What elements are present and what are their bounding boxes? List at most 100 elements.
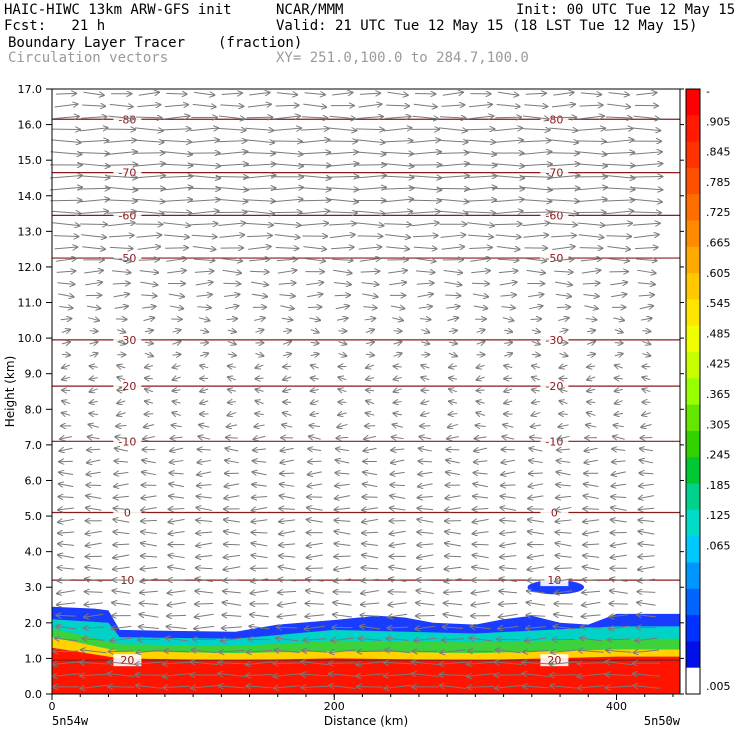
colorbar-label: .845 bbox=[706, 146, 731, 159]
wind-vector bbox=[278, 615, 297, 617]
wind-vector bbox=[381, 176, 414, 178]
wind-vector bbox=[464, 152, 496, 155]
wind-vector bbox=[385, 685, 411, 688]
wind-vector bbox=[113, 519, 130, 522]
wind-vector bbox=[366, 413, 375, 415]
wind-vector bbox=[144, 330, 153, 332]
wind-vector bbox=[84, 603, 103, 605]
wind-vector bbox=[387, 638, 409, 640]
wind-vector bbox=[225, 448, 239, 451]
wind-vector bbox=[188, 164, 220, 166]
wind-vector bbox=[448, 424, 459, 427]
wind-vector bbox=[412, 674, 439, 677]
wind-vector bbox=[309, 436, 321, 439]
wind-vector bbox=[140, 603, 159, 604]
wind-vector bbox=[392, 318, 403, 321]
wind-vector bbox=[167, 627, 187, 629]
wind-vector bbox=[192, 104, 216, 106]
wind-vector bbox=[57, 283, 75, 285]
wind-vector bbox=[362, 568, 379, 569]
wind-vector bbox=[438, 211, 467, 213]
wind-vector bbox=[172, 354, 181, 355]
wind-vector bbox=[365, 342, 374, 344]
wind-vector bbox=[247, 104, 271, 107]
wind-vector bbox=[168, 567, 185, 570]
wind-vector bbox=[504, 378, 513, 379]
wind-vector bbox=[637, 283, 655, 285]
wind-vector bbox=[245, 128, 274, 130]
wind-vector bbox=[532, 390, 540, 391]
wind-vector bbox=[523, 686, 549, 688]
wind-vector bbox=[634, 650, 660, 653]
wind-vector bbox=[283, 366, 292, 367]
wind-vector bbox=[366, 401, 375, 404]
wind-vector bbox=[164, 235, 189, 237]
wind-vector bbox=[359, 258, 380, 261]
wind-vector bbox=[170, 473, 184, 474]
wind-vector bbox=[307, 508, 323, 511]
wind-vector bbox=[57, 603, 76, 605]
wind-vector bbox=[282, 341, 291, 344]
wind-vector bbox=[394, 366, 402, 367]
wind-vector bbox=[586, 341, 595, 344]
wind-vector bbox=[364, 318, 376, 320]
wind-vector bbox=[584, 484, 599, 486]
wind-vector bbox=[555, 520, 572, 522]
colorbar-cell bbox=[686, 115, 700, 143]
wind-vector bbox=[603, 200, 634, 201]
wind-vector bbox=[108, 116, 134, 119]
wind-vector bbox=[196, 507, 213, 510]
wind-vector bbox=[394, 377, 402, 379]
wind-vector bbox=[472, 555, 489, 558]
x-axis-label: Distance (km) bbox=[324, 714, 408, 728]
wind-vector bbox=[393, 413, 403, 415]
wind-vector bbox=[255, 378, 264, 379]
wind-vector bbox=[557, 318, 569, 321]
wind-vector bbox=[417, 532, 434, 534]
plot-frame bbox=[51, 88, 681, 695]
wind-vector bbox=[443, 271, 463, 273]
wind-vector bbox=[465, 140, 495, 142]
wind-vector bbox=[200, 353, 208, 356]
wind-vector bbox=[523, 651, 549, 652]
y-tick-label: 12.0 bbox=[18, 261, 43, 274]
wind-vector bbox=[87, 449, 101, 450]
wind-vector bbox=[492, 175, 524, 178]
wind-vector bbox=[499, 614, 518, 617]
contour-label: 20 bbox=[547, 654, 561, 667]
wind-vector bbox=[632, 223, 660, 225]
wind-vector bbox=[504, 330, 512, 332]
wind-vector bbox=[308, 461, 322, 462]
wind-vector bbox=[358, 247, 382, 249]
wind-vector bbox=[189, 211, 219, 214]
wind-vector bbox=[50, 152, 81, 155]
wind-vector bbox=[52, 662, 80, 665]
wind-vector bbox=[552, 246, 575, 249]
wind-vector bbox=[587, 377, 596, 380]
wind-vector bbox=[630, 188, 662, 190]
wind-vector bbox=[606, 686, 632, 688]
wind-vector bbox=[361, 579, 379, 581]
wind-vector bbox=[389, 282, 406, 285]
wind-vector bbox=[215, 164, 248, 166]
wind-vector bbox=[162, 212, 191, 213]
colorbar-cell bbox=[686, 352, 700, 379]
wind-vector bbox=[254, 425, 265, 427]
wind-vector bbox=[469, 104, 492, 106]
wind-vector bbox=[302, 651, 328, 653]
wind-vector bbox=[500, 520, 517, 521]
wind-vector bbox=[416, 603, 435, 605]
wind-vector bbox=[365, 330, 374, 333]
wind-vector bbox=[171, 425, 182, 427]
field-units: (fraction) bbox=[218, 35, 303, 51]
wind-vector bbox=[614, 330, 623, 333]
wind-vector bbox=[555, 543, 572, 546]
wind-vector bbox=[390, 543, 406, 545]
wind-vector bbox=[602, 174, 635, 178]
wind-vector bbox=[222, 627, 242, 628]
wind-vector bbox=[381, 162, 414, 166]
wind-vector bbox=[301, 674, 329, 676]
wind-vector bbox=[640, 318, 652, 320]
wind-vector bbox=[283, 389, 292, 391]
wind-vector bbox=[580, 93, 601, 95]
